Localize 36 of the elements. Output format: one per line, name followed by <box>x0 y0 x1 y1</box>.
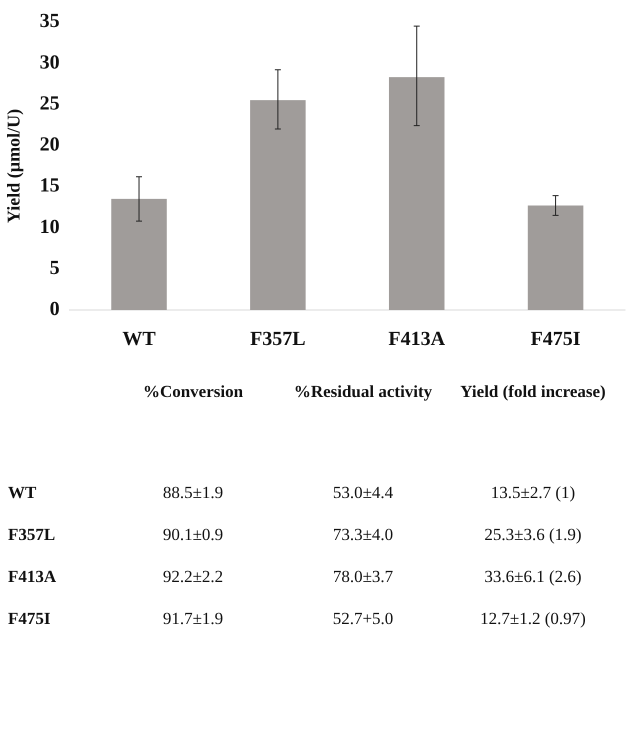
text: 78.0±3.7 <box>332 566 394 588</box>
text: WT <box>8 482 38 504</box>
text: F357L <box>8 524 56 546</box>
y-tick-label: 20 <box>40 134 60 156</box>
y-tick-label: 35 <box>40 10 60 32</box>
text: %Conversion <box>142 382 244 403</box>
y-tick-label: 5 <box>50 257 60 280</box>
bar <box>111 198 167 310</box>
text: 25.3±3.6 (1.9) <box>483 524 583 546</box>
text: 91.7±1.9 <box>162 608 224 630</box>
text: %Residual activity <box>292 382 434 403</box>
text: Yield (fold increase) <box>459 382 607 403</box>
text: 90.1±0.9 <box>162 524 224 546</box>
bar <box>250 100 306 310</box>
text: 92.2±2.2 <box>162 566 224 588</box>
y-axis-title: Yield (µmol/U) <box>3 108 24 224</box>
y-tick-label: 25 <box>40 92 60 114</box>
bar <box>528 205 584 310</box>
y-tick-label: 10 <box>40 216 60 238</box>
text: 73.3±4.0 <box>332 524 394 546</box>
text: 52.7+5.0 <box>332 608 394 630</box>
text: F475I <box>8 608 52 630</box>
y-tick-label: 0 <box>50 298 60 320</box>
y-tick-label: 15 <box>40 174 60 197</box>
bar <box>388 77 444 310</box>
x-tick-label: F475I <box>530 328 581 350</box>
text: F413A <box>8 566 58 588</box>
x-tick-label: F413A <box>388 328 446 350</box>
text: 12.7±1.2 (0.97) <box>479 608 587 630</box>
y-tick-label: 30 <box>40 51 60 74</box>
x-tick-label: WT <box>122 328 156 350</box>
text: 53.0±4.4 <box>332 482 394 504</box>
text: 13.5±2.7 (1) <box>490 482 576 504</box>
text: 88.5±1.9 <box>162 482 224 504</box>
text: 33.6±6.1 (2.6) <box>483 566 583 588</box>
x-tick-label: F357L <box>250 328 306 350</box>
